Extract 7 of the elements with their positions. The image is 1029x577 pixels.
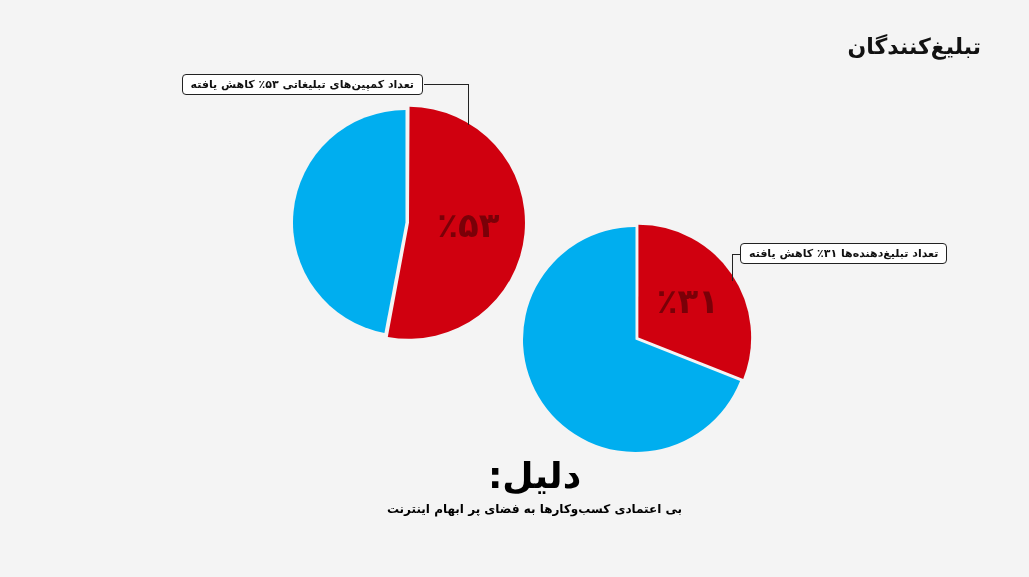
text: تبلیغ‌کنندگان — [847, 34, 981, 59]
text: تعداد تبلیغ‌دهنده‌ها ۳۱٪ کاهش یافته — [740, 243, 948, 264]
data-label: ٪۵۳ — [437, 205, 500, 246]
data-label: ٪۳۱ — [656, 280, 719, 321]
text: تعداد کمپین‌های تبلیغاتی ۵۳٪ کاهش یافته — [181, 74, 423, 95]
text: بی اعتمادی کسب‌وکارها به فضای پر ابهام اینترنت — [385, 502, 684, 516]
text: دلیل: — [486, 455, 583, 496]
